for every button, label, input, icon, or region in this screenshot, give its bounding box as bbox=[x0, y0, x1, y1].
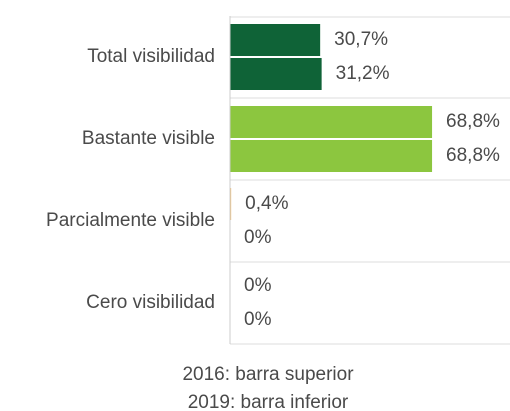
value-label: 30,7% bbox=[334, 29, 388, 50]
value-label: 31,2% bbox=[336, 63, 390, 84]
value-label: 68,8% bbox=[446, 145, 500, 166]
bar bbox=[230, 58, 322, 90]
bar bbox=[230, 140, 433, 172]
value-label: 0% bbox=[244, 309, 272, 330]
legend-entry: 2019: barra inferior bbox=[188, 392, 349, 411]
category-label: Parcialmente visible bbox=[46, 210, 215, 231]
value-label: 0,4% bbox=[245, 193, 288, 214]
bar bbox=[230, 106, 433, 138]
value-label: 68,8% bbox=[446, 111, 500, 132]
category-label: Total visibilidad bbox=[87, 46, 215, 67]
value-label: 0% bbox=[244, 275, 272, 296]
legend-entry: 2016: barra superior bbox=[182, 364, 354, 385]
bar bbox=[230, 24, 321, 56]
bar bbox=[230, 188, 232, 220]
category-label: Bastante visible bbox=[82, 128, 215, 149]
category-label: Cero visibilidad bbox=[86, 292, 215, 313]
value-label: 0% bbox=[244, 227, 272, 248]
